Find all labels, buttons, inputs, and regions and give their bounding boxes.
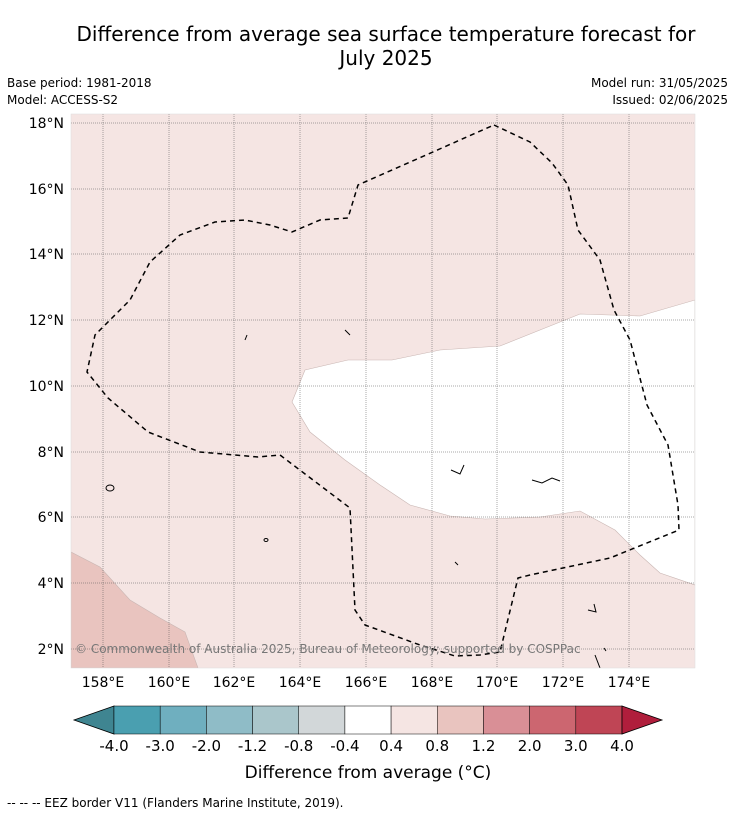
colorbar-tick-label: 0.4 xyxy=(379,737,403,755)
island-outline xyxy=(594,654,601,668)
colorbar-bin xyxy=(529,705,577,735)
title-line-1: Difference from average sea surface temp… xyxy=(76,22,696,46)
longitude-tick-label: 162°E xyxy=(213,675,256,691)
colorbar-bin xyxy=(390,705,438,735)
colorbar-tick-label: 4.0 xyxy=(610,737,634,755)
latitude-tick-label: 16°N xyxy=(29,182,64,198)
longitude-labels: 158°E 160°E 162°E 164°E 166°E 168°E 170°E 172°E… xyxy=(82,675,651,691)
map-panel: © Commonwealth of Australia 2025, Bureau… xyxy=(71,114,695,668)
colorbar-tick-label: -3.0 xyxy=(146,737,175,755)
latitude-tick-label: 10°N xyxy=(29,379,64,395)
base-period: Base period: 1981-2018 xyxy=(7,76,152,90)
colorbar-tick-label: 2.0 xyxy=(518,737,542,755)
island-outline xyxy=(587,603,597,613)
colorbar-extend-low xyxy=(72,705,115,735)
map-frame xyxy=(70,113,696,669)
colorbar-tick-label: 1.2 xyxy=(472,737,496,755)
colorbar-bin xyxy=(298,705,346,735)
latitude-tick-label: 18°N xyxy=(29,116,64,132)
colorbar xyxy=(72,705,664,735)
colorbar-tick-label: -4.0 xyxy=(99,737,128,755)
latitude-tick-label: 8°N xyxy=(38,445,64,461)
colorbar-bin xyxy=(113,705,161,735)
latitude-labels: 18°N 16°N 14°N 12°N 10°N 8°N 6°N 4°N 2°N xyxy=(29,116,64,658)
map-title: Difference from average sea surface temp… xyxy=(40,22,732,70)
latitude-tick-label: 4°N xyxy=(38,576,64,592)
eez-legend-note: -- -- -- EEZ border V11 (Flanders Marine… xyxy=(7,796,344,810)
issued-date: Issued: 02/06/2025 xyxy=(612,93,728,107)
colorbar-tick-labels: -4.0 -3.0 -2.0 -1.2 -0.8 -0.4 0.4 0.8 1.2 2.0 3.0 4… xyxy=(99,737,634,755)
colorbar-tick-label: -1.2 xyxy=(238,737,267,755)
colorbar-tick-label: -0.8 xyxy=(284,737,313,755)
title-line-2: July 2025 xyxy=(339,46,433,70)
colorbar-bin xyxy=(252,705,299,735)
colorbar-bin xyxy=(483,705,530,735)
colorbar-tick-label: 3.0 xyxy=(564,737,588,755)
islands xyxy=(105,329,607,668)
longitude-tick-label: 166°E xyxy=(345,675,388,691)
colorbar-bin xyxy=(437,705,484,735)
island-outline xyxy=(244,334,248,341)
island-outline xyxy=(603,647,607,652)
latitude-tick-label: 6°N xyxy=(38,510,64,526)
latitude-tick-label: 12°N xyxy=(29,313,64,329)
colorbar-bin xyxy=(159,705,207,735)
island-outline xyxy=(344,329,351,336)
longitude-tick-label: 168°E xyxy=(411,675,454,691)
longitude-tick-label: 158°E xyxy=(82,675,125,691)
colorbar-tick-label: -0.4 xyxy=(330,737,359,755)
map-figure: © Commonwealth of Australia 2025, Bureau… xyxy=(29,113,696,755)
island-outline xyxy=(531,477,561,484)
island-outline xyxy=(454,561,459,566)
colorbar-tick-label: -2.0 xyxy=(192,737,221,755)
colorbar-bin xyxy=(344,705,392,735)
colorbar-extend-high xyxy=(621,705,664,735)
island-outline xyxy=(105,484,115,492)
meta-right: Model run: 31/05/2025 Issued: 02/06/2025 xyxy=(591,75,728,109)
latitude-tick-label: 14°N xyxy=(29,247,64,263)
island-outline xyxy=(450,464,465,475)
anomaly-neutral-region xyxy=(291,299,695,586)
colorbar-title: Difference from average (°C) xyxy=(244,763,492,783)
colorbar-bin xyxy=(206,705,253,735)
model-run: Model run: 31/05/2025 xyxy=(590,76,728,90)
eez-border xyxy=(86,124,680,657)
model-name: Model: ACCESS-S2 xyxy=(7,93,119,107)
colorbar-bin xyxy=(575,705,623,735)
longitude-tick-label: 174°E xyxy=(608,675,651,691)
longitude-tick-label: 172°E xyxy=(542,675,585,691)
colorbar-tick-label: 0.8 xyxy=(425,737,449,755)
latitude-tick-label: 2°N xyxy=(38,642,64,658)
longitude-tick-label: 170°E xyxy=(476,675,519,691)
longitude-tick-label: 164°E xyxy=(279,675,322,691)
longitude-tick-label: 160°E xyxy=(148,675,191,691)
copyright-notice: © Commonwealth of Australia 2025, Bureau… xyxy=(75,642,581,656)
island-outline xyxy=(263,538,269,542)
meta-left: Base period: 1981-2018 Model: ACCESS-S2 xyxy=(7,75,152,109)
